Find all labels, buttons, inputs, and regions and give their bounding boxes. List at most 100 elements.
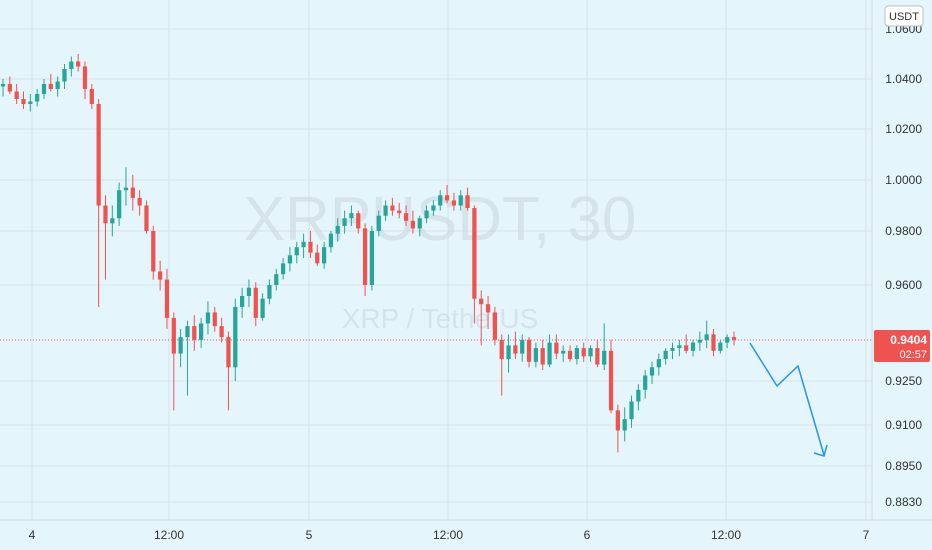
candle-body <box>574 348 579 360</box>
candle-up <box>233 298 238 381</box>
candle-body <box>369 231 375 285</box>
candle-down <box>615 404 620 453</box>
candle-body <box>390 205 395 211</box>
candle-down <box>151 225 156 280</box>
candle-down <box>595 339 600 368</box>
candle-down <box>158 260 163 291</box>
candle-body <box>520 339 525 354</box>
candle-up <box>110 205 115 237</box>
candle-body <box>670 348 675 351</box>
candle-body <box>48 84 53 89</box>
candle-body <box>513 345 518 354</box>
candle-body <box>253 287 258 318</box>
candle-body <box>199 323 204 340</box>
candle-up <box>294 241 299 264</box>
candle-body <box>725 337 730 343</box>
candle-down <box>48 74 53 92</box>
candle-up <box>602 323 607 371</box>
candle-up <box>574 345 579 365</box>
candle-down <box>308 231 313 258</box>
candle-body <box>35 94 40 102</box>
candle-up <box>280 258 286 280</box>
candle-down <box>76 54 81 72</box>
candle-body <box>362 228 368 285</box>
candle-body <box>540 348 545 365</box>
candle-down <box>82 61 88 99</box>
price-axis-labels: 1.06001.04001.02001.00000.98000.96000.92… <box>885 22 922 509</box>
candle-body <box>718 342 723 351</box>
candle-up <box>62 64 67 89</box>
candle-up <box>342 210 347 234</box>
currency-badge[interactable]: USDT <box>884 5 924 27</box>
candle-body <box>144 205 149 231</box>
candle-up <box>267 279 272 305</box>
candle-up <box>643 370 648 399</box>
candle-body <box>328 233 334 248</box>
candle-body <box>7 84 12 92</box>
candle-down <box>7 76 12 94</box>
candle-up <box>704 320 709 349</box>
candle-body <box>595 348 600 365</box>
candle-body <box>492 312 498 340</box>
candle-up <box>376 210 381 237</box>
candle-body <box>622 419 627 431</box>
candle-down <box>171 312 176 411</box>
candle-body <box>137 197 142 206</box>
candle-body <box>192 326 197 340</box>
candle-up <box>424 205 429 224</box>
candle-body <box>205 312 211 324</box>
candle-down <box>21 91 26 109</box>
candle-body <box>321 247 327 264</box>
candle-body <box>171 317 176 354</box>
candle-body <box>479 298 484 305</box>
price-tick-label: 0.8950 <box>885 459 922 473</box>
candlestick-series <box>0 54 737 453</box>
candle-body <box>561 350 566 354</box>
price-tick-label: 0.9600 <box>885 278 922 292</box>
candle-up <box>718 339 723 354</box>
candle-down <box>362 223 368 296</box>
candle-up <box>506 334 511 373</box>
candle-body <box>117 190 122 219</box>
candle-body <box>219 326 224 338</box>
candle-body <box>506 345 511 360</box>
price-tick-label: 1.0000 <box>885 173 922 187</box>
candle-body <box>711 334 716 351</box>
candle-down <box>219 317 224 343</box>
candle-body <box>649 367 655 376</box>
candle-body <box>424 210 429 219</box>
candle-body <box>656 359 661 368</box>
candle-body <box>28 101 33 104</box>
candle-body <box>315 252 320 264</box>
candle-body <box>472 208 477 299</box>
candle-down <box>89 84 94 109</box>
candle-body <box>690 342 696 351</box>
candle-body <box>663 350 668 360</box>
candle-body <box>110 218 115 224</box>
candle-down <box>608 339 614 414</box>
candle-body <box>274 274 279 285</box>
candle-down <box>711 328 716 357</box>
candle-body <box>178 337 183 354</box>
candle-body <box>376 215 381 231</box>
candle-down <box>253 282 258 327</box>
candle-up <box>431 200 436 216</box>
candle-up <box>28 94 33 112</box>
candle-body <box>123 187 129 191</box>
time-tick-label: 6 <box>584 528 591 542</box>
price-axis-panel[interactable] <box>872 0 932 550</box>
candle-body <box>499 339 504 360</box>
candle-down <box>315 244 320 267</box>
time-tick-label: 12:00 <box>433 528 463 542</box>
candle-up <box>321 241 327 269</box>
last-price-value: 0.9404 <box>890 333 927 347</box>
candle-down <box>451 192 457 211</box>
candle-body <box>465 195 470 209</box>
watermark-name: XRP / TetherUS <box>342 303 539 334</box>
candle-down <box>581 342 586 362</box>
candle-body <box>267 285 272 299</box>
candle-body <box>82 66 88 89</box>
